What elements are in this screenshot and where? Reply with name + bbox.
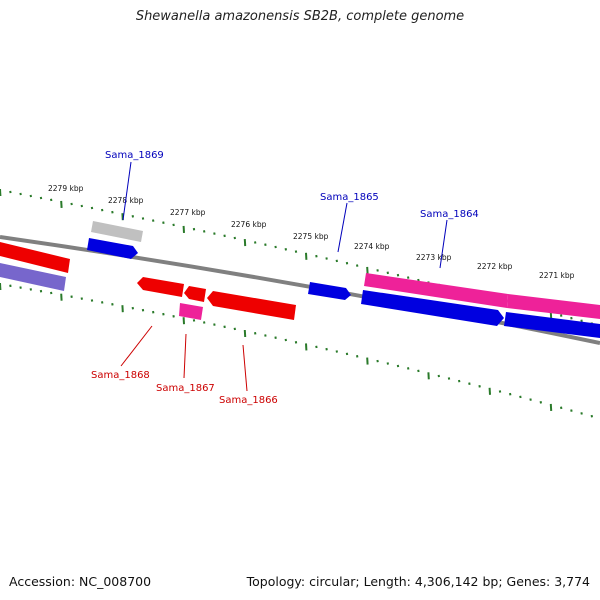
gene-feature[interactable] <box>91 221 143 242</box>
gene-label[interactable]: Sama_1865 <box>320 192 379 203</box>
gene-feature[interactable] <box>87 238 138 259</box>
gene-feature[interactable] <box>0 242 70 273</box>
leader-lines <box>120 161 448 392</box>
gene-feature[interactable] <box>364 273 508 308</box>
gene-label[interactable]: Sama_1864 <box>420 209 479 220</box>
gene-labels: Sama_1869 Sama_1865 Sama_1864 Sama_1868 … <box>91 150 479 406</box>
kbp-label: 2279 kbp <box>48 184 84 193</box>
topology-text: Topology: circular; Length: 4,306,142 bp… <box>246 574 590 589</box>
forward-genes <box>0 221 600 338</box>
gene-label[interactable]: Sama_1869 <box>105 150 164 161</box>
gene-feature[interactable] <box>184 286 206 302</box>
gene-label[interactable]: Sama_1868 <box>91 370 150 381</box>
kbp-label: 2274 kbp <box>354 242 390 251</box>
gene-feature[interactable] <box>179 303 203 320</box>
kbp-label: 2275 kbp <box>293 232 329 241</box>
gene-label[interactable]: Sama_1866 <box>219 395 278 406</box>
genome-backbone <box>0 235 600 345</box>
tick-row-inner <box>0 282 593 418</box>
gene-feature[interactable] <box>507 294 600 319</box>
gene-feature[interactable] <box>137 277 184 297</box>
gene-feature[interactable] <box>308 282 351 300</box>
gene-feature[interactable] <box>207 291 296 320</box>
map-title: Shewanella amazonensis SB2B, complete ge… <box>135 9 465 24</box>
gene-feature[interactable] <box>361 290 504 326</box>
accession-text: Accession: NC_008700 <box>9 574 152 589</box>
kbp-label: 2277 kbp <box>170 208 206 217</box>
kbp-label: 2273 kbp <box>416 253 452 262</box>
gene-feature[interactable] <box>0 263 66 291</box>
reverse-genes <box>137 277 296 320</box>
kbp-label: 2276 kbp <box>231 220 267 229</box>
kbp-label: 2271 kbp <box>539 271 575 280</box>
gene-feature[interactable] <box>504 312 600 338</box>
kbp-label: 2272 kbp <box>477 262 513 271</box>
gene-label[interactable]: Sama_1867 <box>156 383 215 394</box>
